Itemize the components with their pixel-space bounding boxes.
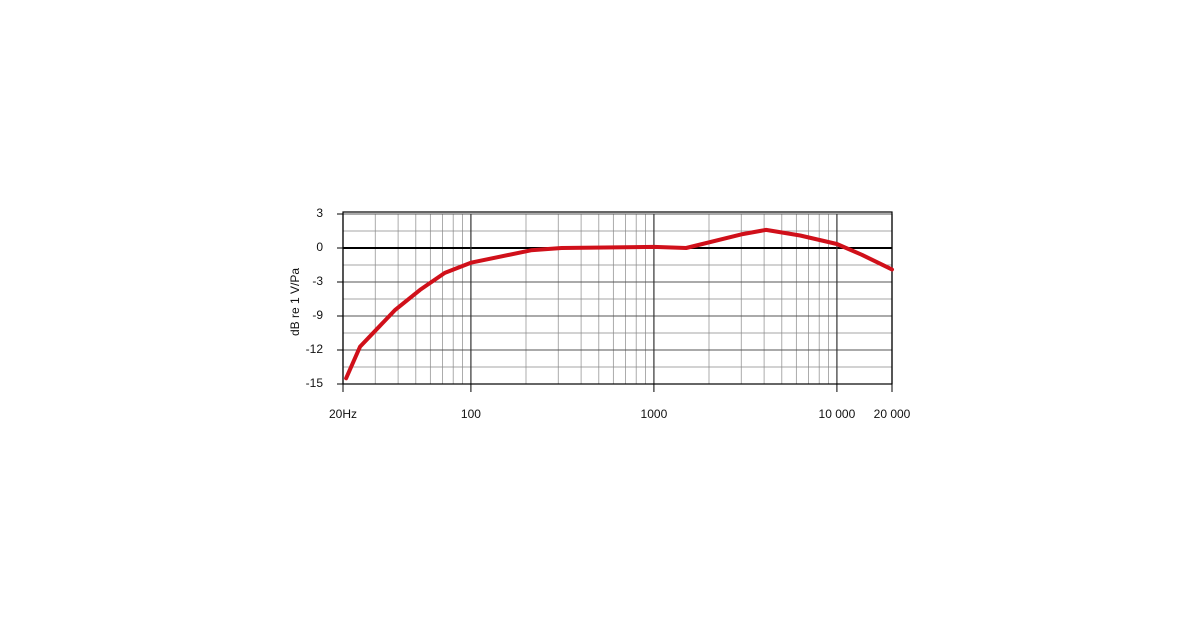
x-tick-label: 20 000 — [874, 407, 911, 421]
x-tick-label: 1000 — [641, 407, 668, 421]
y-tick-label: 0 — [316, 240, 323, 254]
x-tick-label: 100 — [461, 407, 481, 421]
x-tick-label: 20Hz — [329, 407, 357, 421]
x-tick-label: 10 000 — [819, 407, 856, 421]
y-tick-label: 3 — [316, 206, 323, 220]
y-tick-label: -15 — [306, 376, 324, 390]
y-tick-label: -12 — [306, 342, 324, 356]
y-tick-label: -3 — [312, 274, 323, 288]
response-curve — [344, 227, 894, 381]
y-axis-label: dB re 1 V/Pa — [288, 268, 302, 336]
y-tick-label: -9 — [312, 308, 323, 322]
plot-frame — [342, 211, 893, 385]
